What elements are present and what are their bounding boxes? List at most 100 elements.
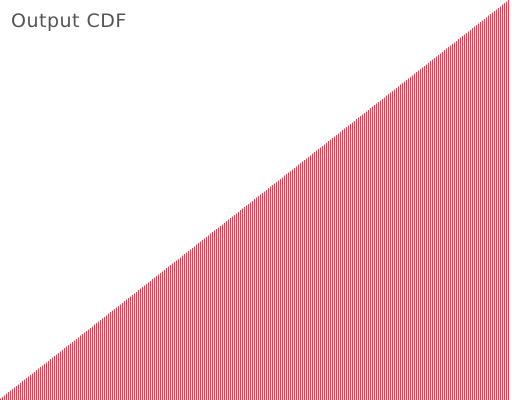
cdf-bar [112, 333, 113, 400]
cdf-bar [334, 204, 335, 400]
cdf-bar [194, 286, 195, 400]
cdf-bar [2, 397, 3, 400]
cdf-bar [200, 360, 201, 400]
cdf-bar [438, 144, 439, 400]
cdf-bar [246, 351, 247, 400]
cdf-bar [474, 306, 475, 400]
cdf-bar [378, 325, 379, 400]
cdf-bar [472, 307, 473, 400]
cdf-bar [26, 383, 27, 400]
cdf-bar [106, 337, 107, 400]
cdf-bar [60, 387, 61, 400]
cdf-bar [342, 332, 343, 400]
cdf-bar [490, 303, 491, 400]
cdf-bar [468, 127, 469, 400]
cdf-bar [132, 373, 133, 400]
cdf-bar [16, 389, 17, 400]
cdf-bar [260, 348, 261, 400]
cdf-bar [230, 354, 231, 400]
cdf-bar [184, 292, 185, 400]
cdf-bar [132, 322, 133, 400]
cdf-bar [302, 340, 303, 400]
cdf-bar [164, 367, 165, 400]
cdf-bar [176, 365, 177, 400]
cdf-bar [402, 320, 403, 400]
cdf-bar [442, 142, 443, 400]
cdf-bar [348, 196, 349, 400]
cdf-bar [24, 384, 25, 400]
cdf-bar [202, 360, 203, 400]
cdf-bar [116, 331, 117, 400]
cdf-bar [198, 360, 199, 400]
cdf-bar [470, 307, 471, 400]
cdf-bar [118, 376, 119, 400]
cdf-bar [68, 386, 69, 400]
cdf-bar [180, 364, 181, 400]
cdf-bar [58, 365, 59, 400]
cdf-bar [336, 333, 337, 400]
cdf-bar [126, 325, 127, 400]
cdf-bar [162, 367, 163, 400]
cdf-bar [282, 344, 283, 400]
cdf-bar [290, 230, 291, 400]
cdf-bar [388, 173, 389, 400]
cdf-bar [308, 220, 309, 400]
cdf-bar [182, 363, 183, 400]
cdf-bar [98, 341, 99, 400]
cdf-bar [0, 398, 1, 400]
cdf-bar [44, 390, 45, 400]
cdf-bar [332, 334, 333, 400]
cdf-bar [168, 301, 169, 400]
cdf-bar [82, 383, 83, 400]
cdf-bar [224, 355, 225, 400]
cdf-bar [120, 376, 121, 400]
cdf-bar [458, 309, 459, 400]
cdf-bar [240, 352, 241, 400]
cdf-bar [320, 213, 321, 400]
cdf-bar [6, 398, 7, 400]
cdf-bar [318, 337, 319, 400]
cdf-bar [464, 129, 465, 400]
cdf-bar [46, 372, 47, 400]
cdf-bar [14, 396, 15, 400]
cdf-bar [482, 305, 483, 400]
cdf-bar [80, 352, 81, 400]
cdf-bar [324, 336, 325, 400]
cdf-bar [146, 314, 147, 400]
cdf-bar [268, 347, 269, 400]
cdf-bar [64, 361, 65, 400]
cdf-bar [286, 232, 287, 400]
cdf-bar [460, 309, 461, 400]
cdf-bar [200, 282, 201, 400]
cdf-bar [348, 331, 349, 400]
cdf-bar [106, 378, 107, 400]
cdf-bar [352, 330, 353, 400]
cdf-bar [418, 156, 419, 400]
cdf-bar [368, 327, 369, 400]
cdf-bar [22, 395, 23, 400]
cdf-bar [330, 207, 331, 400]
cdf-bar [346, 331, 347, 400]
cdf-bar [420, 317, 421, 400]
cdf-bar [146, 370, 147, 400]
cdf-bar [170, 300, 171, 400]
cdf-bar [186, 363, 187, 400]
cdf-bar [142, 371, 143, 400]
cdf-bar [306, 339, 307, 400]
cdf-bar [386, 323, 387, 400]
cdf-bar [390, 323, 391, 400]
cdf-bar [284, 343, 285, 400]
cdf-bar [204, 359, 205, 400]
cdf-bar [476, 122, 477, 400]
cdf-bar [212, 358, 213, 400]
cdf-bar [188, 289, 189, 400]
cdf-bar [322, 336, 323, 400]
cdf-bar [96, 343, 97, 400]
cdf-bar [30, 393, 31, 400]
cdf-bar [154, 309, 155, 400]
cdf-bar [310, 218, 311, 400]
cdf-bar [346, 198, 347, 400]
cdf-bar [304, 222, 305, 400]
cdf-bar [212, 275, 213, 400]
cdf-bar [238, 352, 239, 400]
